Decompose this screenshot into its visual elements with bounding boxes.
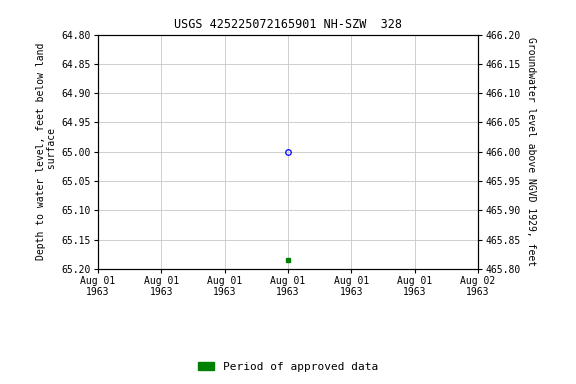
- Y-axis label: Groundwater level above NGVD 1929, feet: Groundwater level above NGVD 1929, feet: [526, 37, 536, 266]
- Y-axis label: Depth to water level, feet below land
 surface: Depth to water level, feet below land su…: [36, 43, 58, 260]
- Title: USGS 425225072165901 NH-SZW  328: USGS 425225072165901 NH-SZW 328: [174, 18, 402, 31]
- Legend: Period of approved data: Period of approved data: [193, 358, 383, 377]
